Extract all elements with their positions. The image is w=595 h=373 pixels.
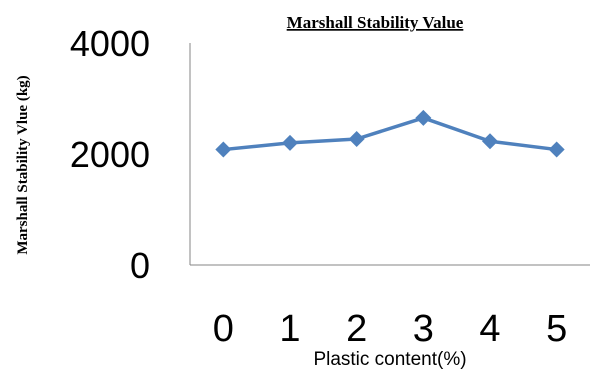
x-axis: 0 1 2 3 4 5 — [190, 265, 590, 350]
data-point-marker — [482, 133, 498, 149]
x-tick-label: 5 — [546, 308, 567, 350]
y-axis-label: Marshall Stability Vlue (kg) — [15, 75, 31, 254]
x-tick-label: 1 — [279, 308, 300, 350]
y-axis: 0 2000 4000 — [70, 23, 190, 286]
x-tick-label: 2 — [346, 308, 367, 350]
data-point-marker — [215, 142, 231, 158]
data-point-marker — [415, 110, 431, 126]
y-tick-label: 4000 — [70, 23, 150, 64]
data-series — [215, 110, 564, 158]
x-tick-label: 3 — [413, 308, 434, 350]
y-tick-label: 0 — [130, 245, 150, 286]
data-point-marker — [282, 135, 298, 151]
x-axis-label: Plastic content(%) — [313, 349, 466, 370]
chart-title: Marshall Stability Value — [287, 13, 464, 32]
data-point-marker — [549, 142, 565, 158]
data-point-marker — [349, 131, 365, 147]
series-line — [223, 118, 556, 150]
x-tick-label: 0 — [213, 308, 234, 350]
y-tick-label: 2000 — [70, 134, 150, 175]
x-tick-label: 4 — [479, 308, 500, 350]
